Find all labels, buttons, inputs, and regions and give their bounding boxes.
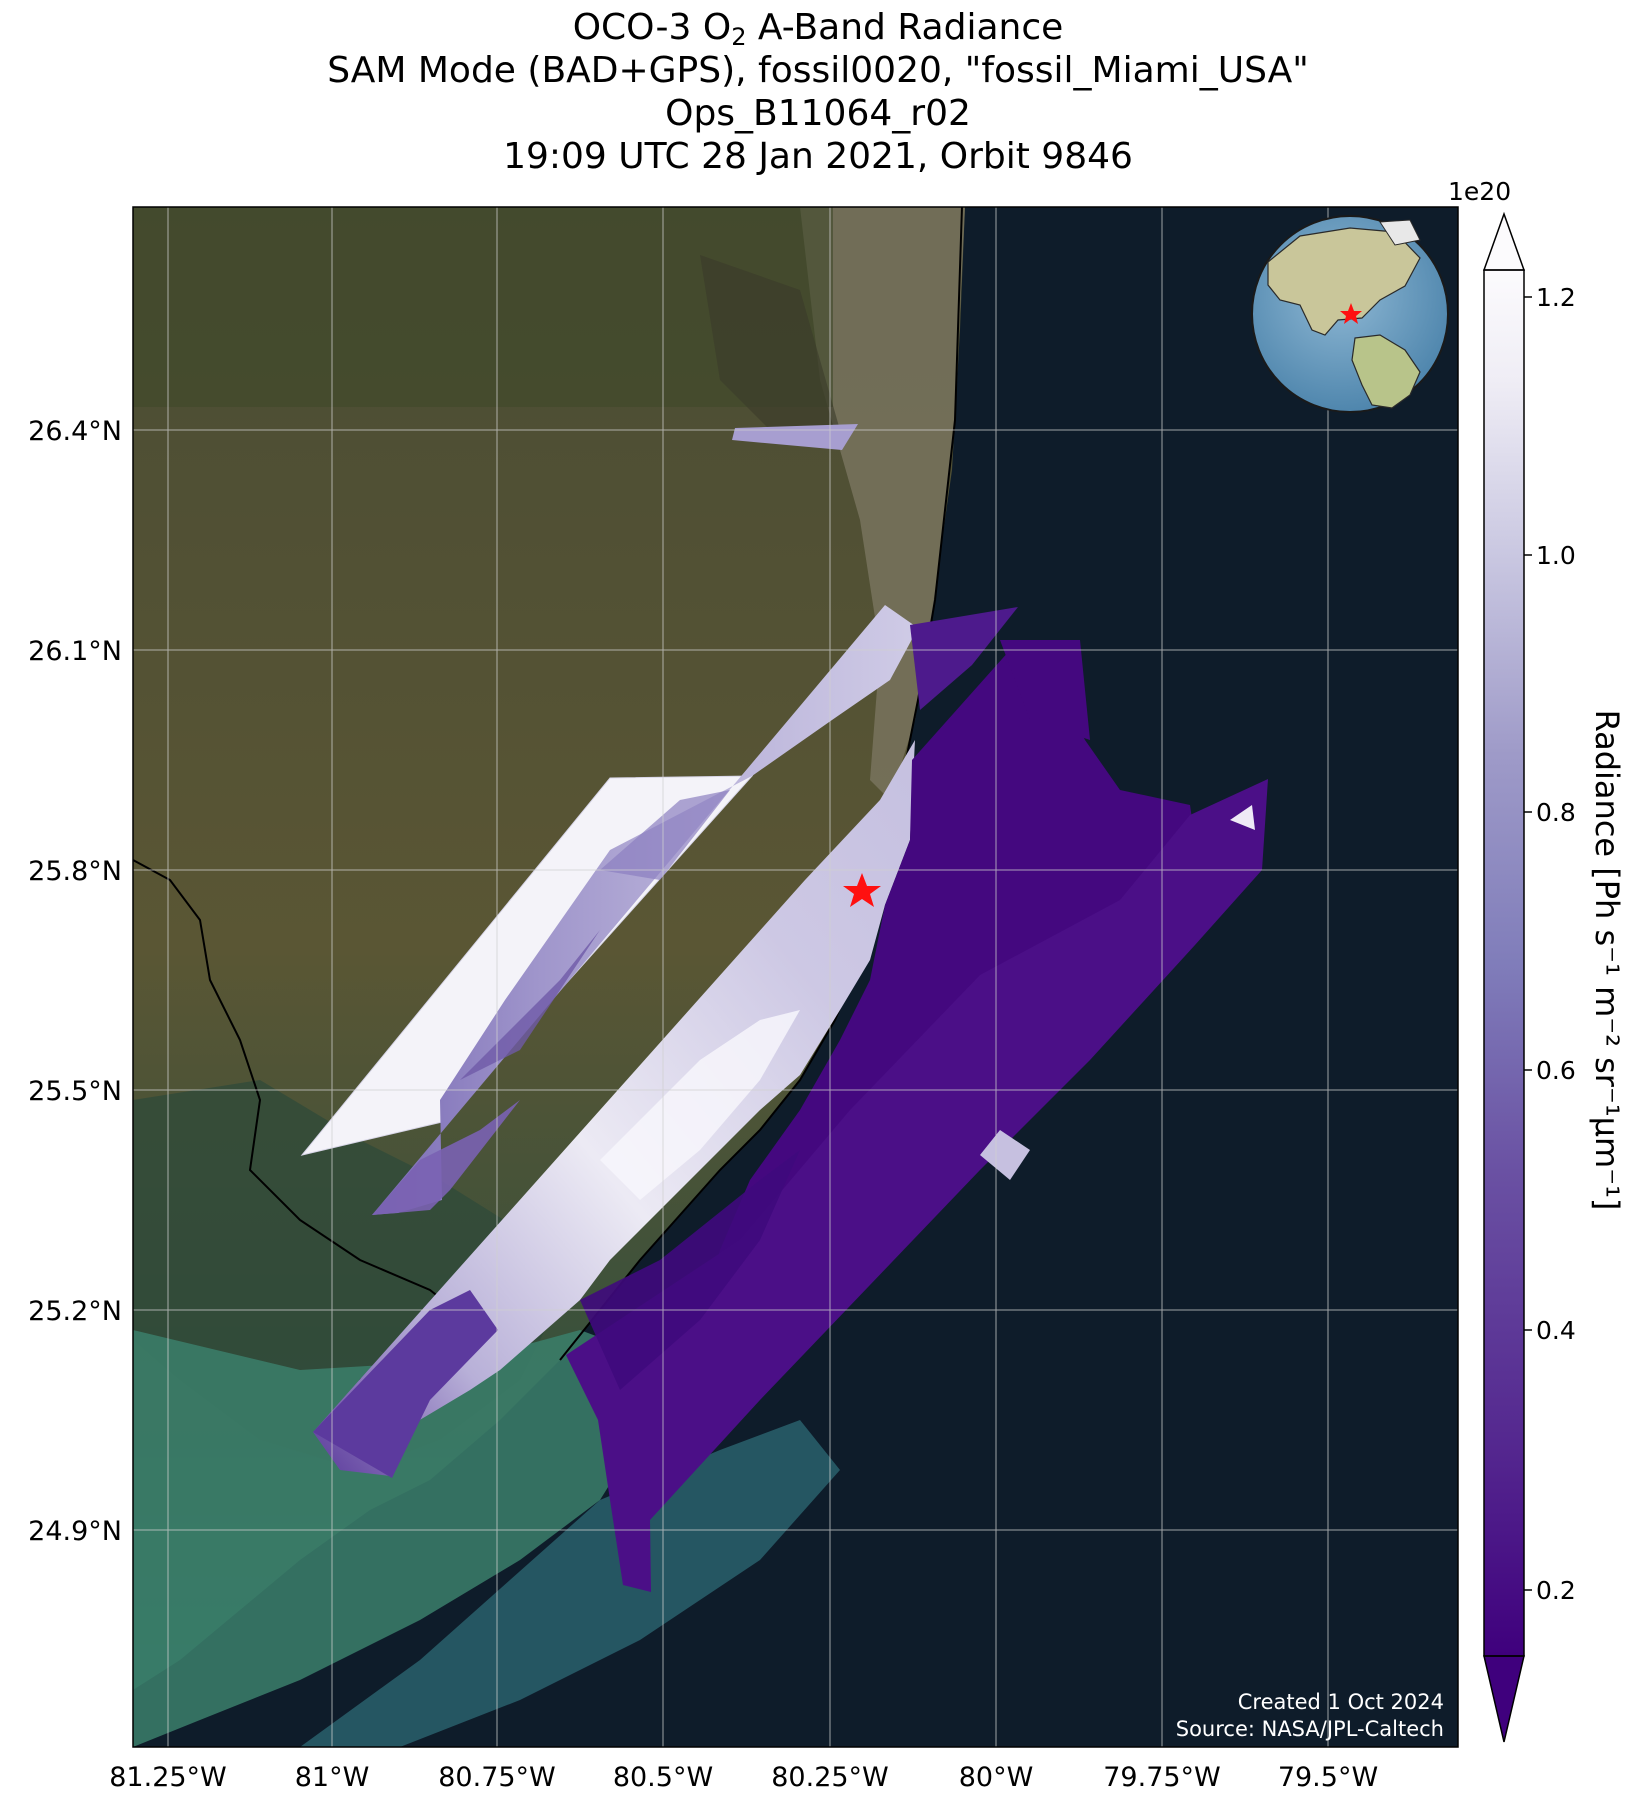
colorbar-tick: 1.0 (1536, 541, 1576, 570)
target-star (843, 873, 881, 907)
title-line-1: OCO-3 O2 A-Band Radiance (572, 7, 1064, 51)
colorbar-label: Radiance [Ph s⁻¹ m⁻² sr⁻¹μm⁻¹] (1588, 710, 1626, 1211)
lat-tick-label: 26.1°N (28, 636, 122, 667)
lon-ticks: 81.25°W 81°W 80.75°W 80.5°W 80.25°W 80°W… (109, 1762, 1378, 1793)
swath-keys-overlap (580, 1150, 800, 1390)
map-frame (132, 206, 1459, 1748)
credit-source: Source: NASA/JPL-Caltech (1176, 1717, 1444, 1741)
swath-mid-west (372, 605, 918, 1215)
colorbar-tick: 0.6 (1536, 1056, 1576, 1085)
lat-tick-label: 25.2°N (28, 1296, 122, 1327)
colorbar-tick: 1.2 (1536, 283, 1576, 312)
colorbar: 1e20 1.2 1.0 0.8 0.6 0.4 0.2 Radiance [P… (1448, 177, 1626, 1743)
wetland-patch (700, 255, 840, 440)
lon-tick-label: 79.5°W (1278, 1762, 1378, 1793)
colorbar-gradient (1484, 270, 1524, 1656)
lon-tick-label: 80.25°W (771, 1762, 889, 1793)
lat-tick-label: 25.5°N (28, 1076, 122, 1107)
lat-tick-label: 24.9°N (28, 1516, 122, 1547)
gridlines (133, 207, 1458, 1747)
colorbar-tick: 0.8 (1536, 798, 1576, 827)
swath-south (566, 779, 1268, 1592)
reef-water (300, 1420, 840, 1747)
inset-globe (1251, 215, 1449, 413)
lon-tick-label: 79.75°W (1103, 1762, 1221, 1793)
florida-bay (133, 1330, 660, 1747)
colorbar-tick: 0.2 (1536, 1576, 1576, 1605)
title-line-2: SAM Mode (BAD+GPS), fossil0020, "fossil_… (327, 50, 1309, 91)
swath-central (313, 740, 915, 1478)
title-line-4: 19:09 UTC 28 Jan 2021, Orbit 9846 (503, 136, 1133, 177)
lon-tick-label: 80.5°W (613, 1762, 713, 1793)
colorbar-exponent: 1e20 (1448, 177, 1511, 206)
colorbar-tick: 0.4 (1536, 1316, 1576, 1345)
credit-created: Created 1 Oct 2024 (1238, 1690, 1444, 1714)
lat-tick-label: 25.8°N (28, 856, 122, 887)
lon-tick-label: 81°W (295, 1762, 370, 1793)
colorbar-extend-max (1482, 211, 1526, 271)
map-panel: Created 1 Oct 2024 Source: NASA/JPL-Calt… (133, 207, 1458, 1747)
lon-tick-label: 80.75°W (438, 1762, 556, 1793)
lon-tick-label: 81.25°W (109, 1762, 227, 1793)
lat-tick-label: 26.4°N (28, 416, 122, 447)
colorbar-extend-min (1483, 1655, 1525, 1743)
title-line-3: Ops_B11064_r02 (665, 93, 971, 134)
swath-bright-patch (600, 1010, 800, 1200)
lat-ticks: 26.4°N 26.1°N 25.8°N 25.5°N 25.2°N 24.9°… (28, 416, 122, 1547)
lon-tick-label: 80°W (959, 1762, 1034, 1793)
chart-title: OCO-3 O2 A-Band Radiance SAM Mode (BAD+G… (0, 6, 1636, 178)
